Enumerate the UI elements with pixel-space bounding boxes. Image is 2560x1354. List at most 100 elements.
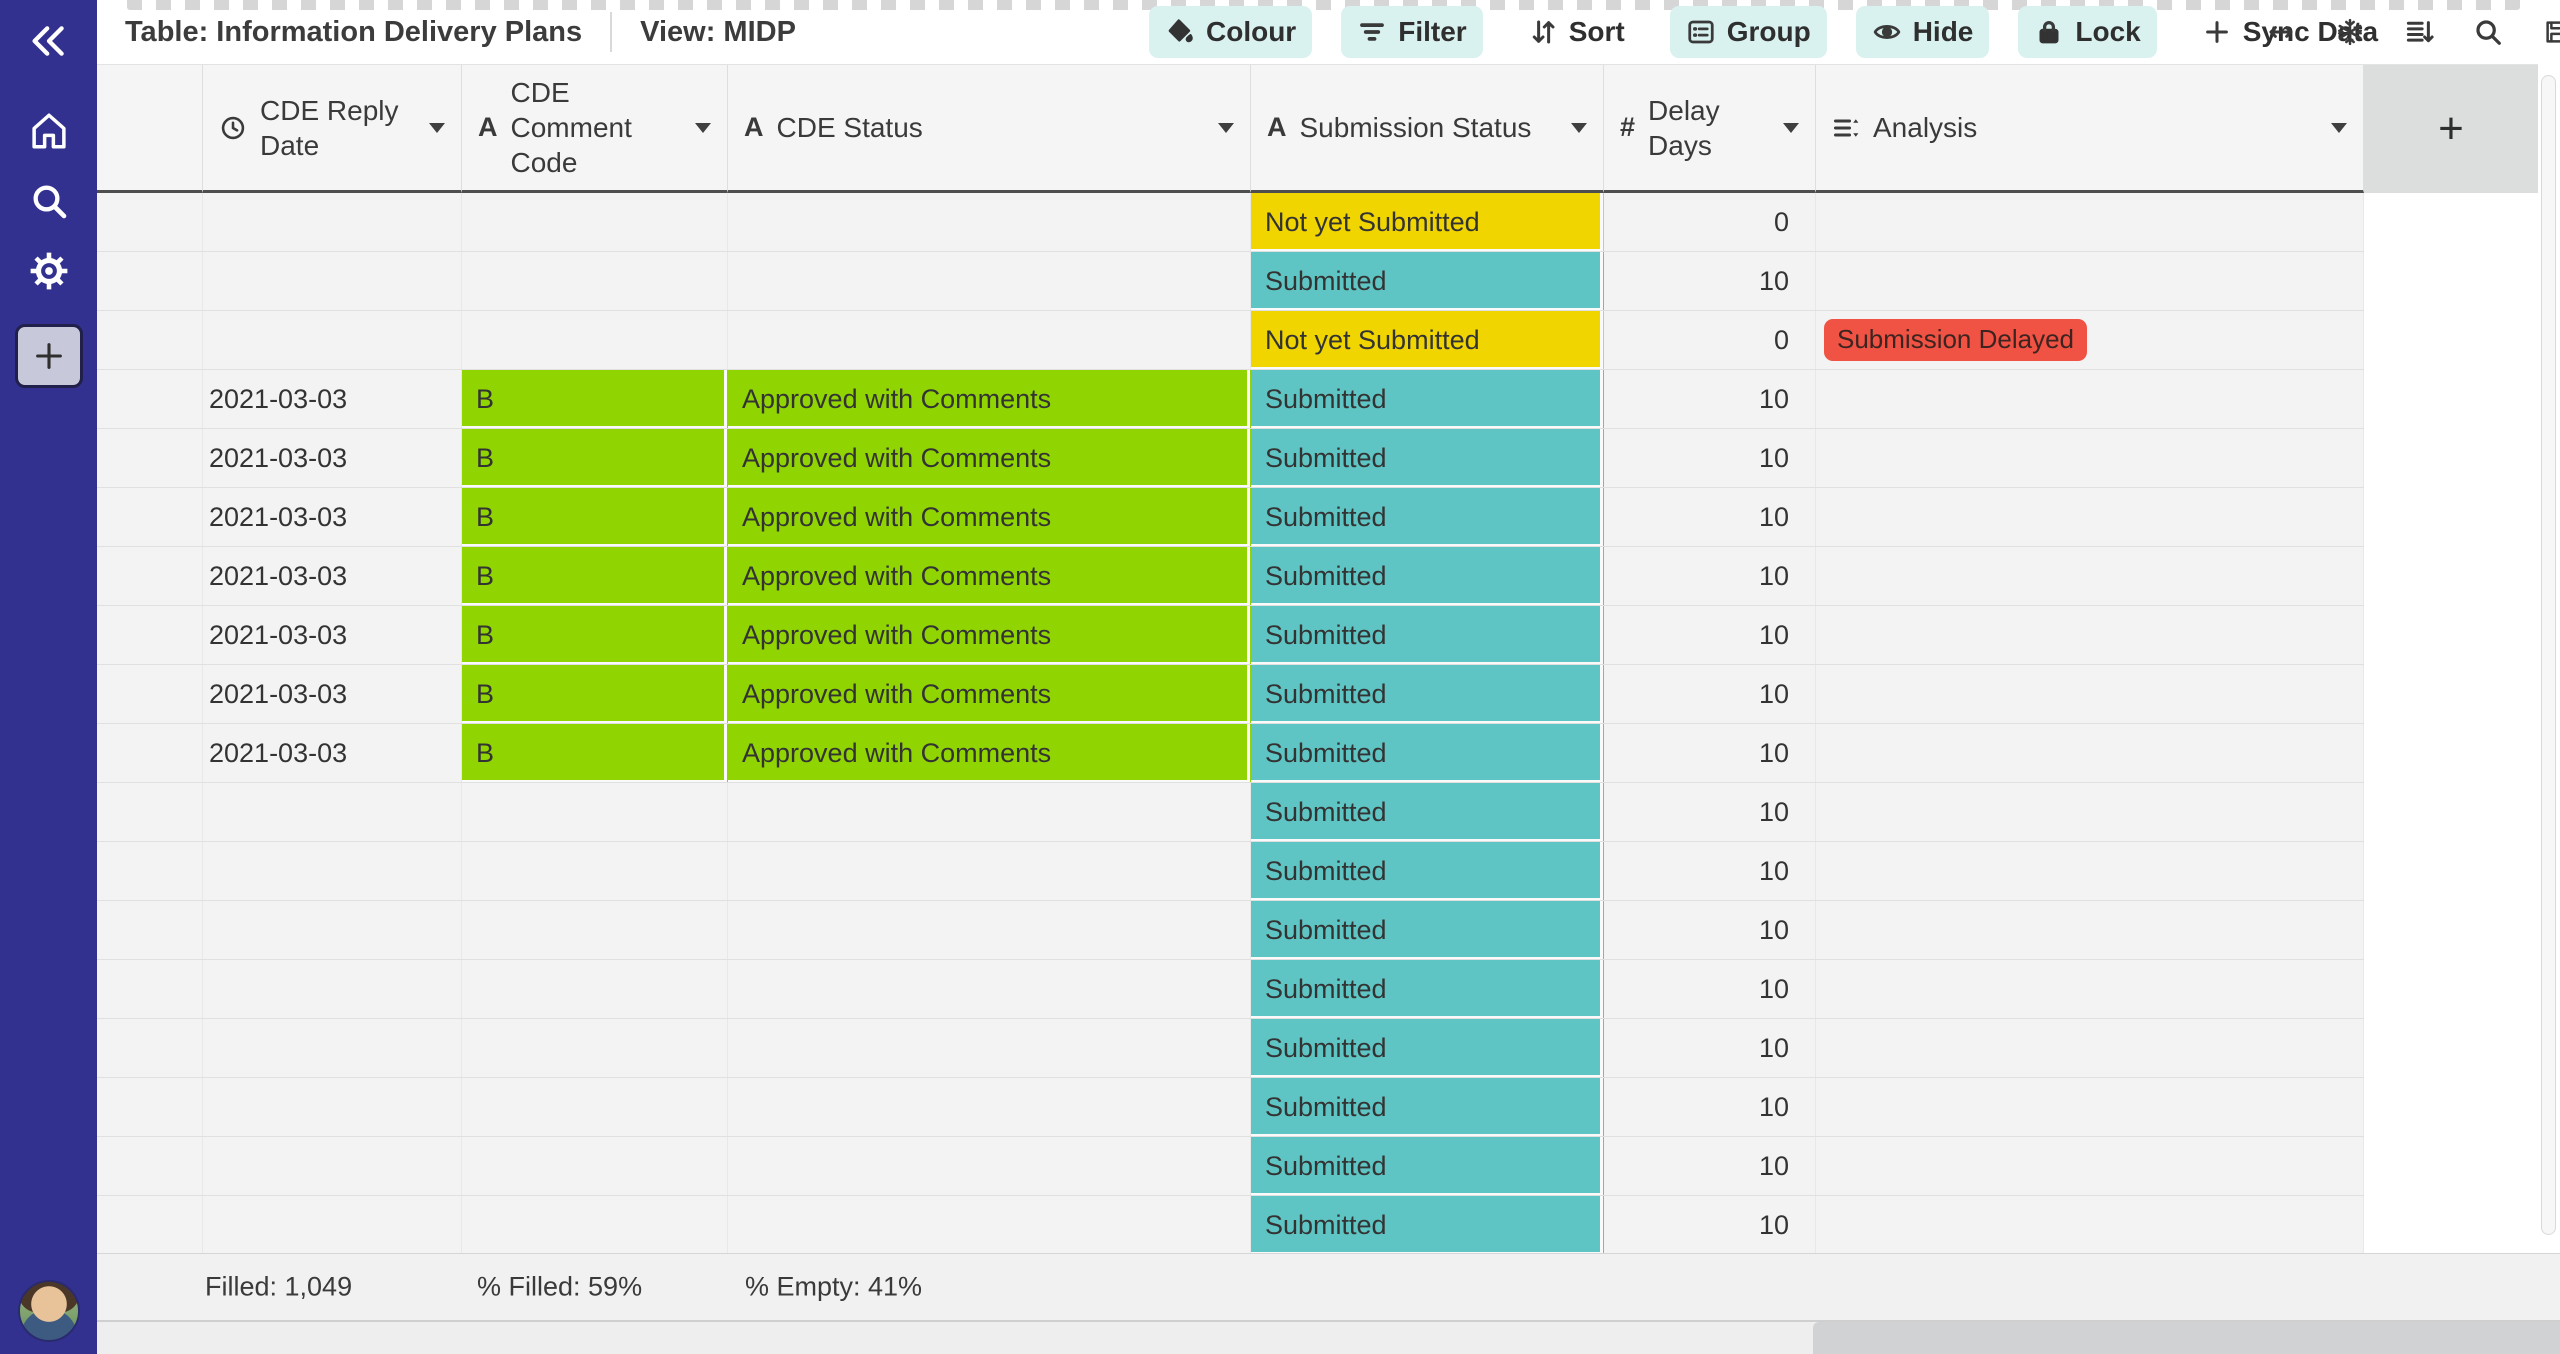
cell-date[interactable] bbox=[203, 311, 462, 369]
cell-cde-status[interactable] bbox=[728, 193, 1251, 251]
cell-date[interactable]: 2021-03-03 bbox=[203, 665, 462, 723]
cell-cde-status[interactable]: Approved with Comments bbox=[728, 665, 1251, 723]
cell-submission-status[interactable]: Submitted bbox=[1251, 901, 1604, 959]
row-gutter[interactable] bbox=[97, 783, 203, 841]
cell-cde-status[interactable]: Approved with Comments bbox=[728, 429, 1251, 487]
column-header-status[interactable]: A CDE Status bbox=[728, 65, 1251, 193]
group-button[interactable]: Group bbox=[1669, 6, 1827, 58]
cell-analysis[interactable] bbox=[1816, 1196, 2364, 1253]
cell-date[interactable] bbox=[203, 1137, 462, 1195]
cell-date[interactable] bbox=[203, 1196, 462, 1253]
cell-date[interactable] bbox=[203, 901, 462, 959]
column-header-analysis[interactable]: Analysis bbox=[1816, 65, 2364, 193]
cell-delay-days[interactable]: 10 bbox=[1604, 901, 1816, 959]
cell-submission-status[interactable]: Submitted bbox=[1251, 842, 1604, 900]
cell-delay-days[interactable]: 10 bbox=[1604, 252, 1816, 310]
row-gutter[interactable] bbox=[97, 1137, 203, 1195]
row-gutter[interactable] bbox=[97, 488, 203, 546]
add-icon[interactable] bbox=[14, 324, 83, 388]
settings-icon[interactable] bbox=[0, 236, 97, 306]
cell-date[interactable] bbox=[203, 842, 462, 900]
cell-submission-status[interactable]: Submitted bbox=[1251, 1078, 1604, 1136]
cell-cde-status[interactable] bbox=[728, 1196, 1251, 1253]
cell-analysis[interactable] bbox=[1816, 252, 2364, 310]
cell-submission-status[interactable]: Submitted bbox=[1251, 252, 1604, 310]
cell-analysis[interactable] bbox=[1816, 547, 2364, 605]
row-gutter[interactable] bbox=[97, 1196, 203, 1253]
cell-delay-days[interactable]: 10 bbox=[1604, 1196, 1816, 1253]
cell-comment-code[interactable]: B bbox=[462, 488, 728, 546]
cell-comment-code[interactable] bbox=[462, 960, 728, 1018]
cell-delay-days[interactable]: 10 bbox=[1604, 488, 1816, 546]
cell-comment-code[interactable] bbox=[462, 193, 728, 251]
cell-cde-status[interactable]: Approved with Comments bbox=[728, 724, 1251, 782]
cell-cde-status[interactable]: Approved with Comments bbox=[728, 488, 1251, 546]
cell-submission-status[interactable]: Submitted bbox=[1251, 606, 1604, 664]
cell-submission-status[interactable]: Submitted bbox=[1251, 1019, 1604, 1077]
row-gutter[interactable] bbox=[97, 547, 203, 605]
cell-cde-status[interactable] bbox=[728, 960, 1251, 1018]
cell-analysis[interactable] bbox=[1816, 429, 2364, 487]
chevron-down-icon[interactable] bbox=[1783, 122, 1799, 133]
column-header-sub[interactable]: A Submission Status bbox=[1251, 65, 1604, 193]
sort-button[interactable]: Sort bbox=[1512, 6, 1641, 58]
cell-delay-days[interactable]: 10 bbox=[1604, 429, 1816, 487]
cell-cde-status[interactable]: Approved with Comments bbox=[728, 606, 1251, 664]
chevron-down-icon[interactable] bbox=[429, 122, 445, 133]
snowflake-freeze-icon[interactable] bbox=[2334, 16, 2366, 48]
cell-cde-status[interactable]: Approved with Comments bbox=[728, 547, 1251, 605]
cell-delay-days[interactable]: 10 bbox=[1604, 1078, 1816, 1136]
cell-delay-days[interactable]: 10 bbox=[1604, 724, 1816, 782]
row-gutter[interactable] bbox=[97, 842, 203, 900]
cell-date[interactable] bbox=[203, 252, 462, 310]
row-gutter[interactable] bbox=[97, 606, 203, 664]
cell-comment-code[interactable] bbox=[462, 783, 728, 841]
cell-analysis[interactable] bbox=[1816, 665, 2364, 723]
collapse-icon[interactable] bbox=[0, 6, 97, 76]
cell-submission-status[interactable]: Submitted bbox=[1251, 547, 1604, 605]
cell-comment-code[interactable]: B bbox=[462, 724, 728, 782]
lock-button[interactable]: Lock bbox=[2018, 6, 2157, 58]
filter-button[interactable]: Filter bbox=[1341, 6, 1483, 58]
row-gutter[interactable] bbox=[97, 665, 203, 723]
chevron-down-icon[interactable] bbox=[695, 122, 711, 133]
cell-submission-status[interactable]: Submitted bbox=[1251, 429, 1604, 487]
cell-submission-status[interactable]: Submitted bbox=[1251, 1137, 1604, 1195]
save-icon[interactable] bbox=[2541, 16, 2560, 48]
cell-analysis[interactable] bbox=[1816, 901, 2364, 959]
cell-date[interactable] bbox=[203, 1078, 462, 1136]
cell-delay-days[interactable]: 10 bbox=[1604, 842, 1816, 900]
cell-delay-days[interactable]: 10 bbox=[1604, 547, 1816, 605]
cell-date[interactable] bbox=[203, 1019, 462, 1077]
cell-date[interactable]: 2021-03-03 bbox=[203, 370, 462, 428]
cell-date[interactable]: 2021-03-03 bbox=[203, 547, 462, 605]
cell-submission-status[interactable]: Submitted bbox=[1251, 960, 1604, 1018]
cell-analysis[interactable] bbox=[1816, 606, 2364, 664]
cell-delay-days[interactable]: 10 bbox=[1604, 606, 1816, 664]
cell-date[interactable] bbox=[203, 193, 462, 251]
cell-cde-status[interactable] bbox=[728, 783, 1251, 841]
row-gutter[interactable] bbox=[97, 901, 203, 959]
cell-delay-days[interactable]: 10 bbox=[1604, 665, 1816, 723]
row-gutter[interactable] bbox=[97, 1078, 203, 1136]
cell-comment-code[interactable] bbox=[462, 842, 728, 900]
column-header-code[interactable]: A CDE Comment Code bbox=[462, 65, 728, 193]
cell-comment-code[interactable]: B bbox=[462, 429, 728, 487]
cell-submission-status[interactable]: Not yet Submitted bbox=[1251, 311, 1604, 369]
cell-comment-code[interactable]: B bbox=[462, 370, 728, 428]
cell-cde-status[interactable] bbox=[728, 1078, 1251, 1136]
cell-analysis[interactable] bbox=[1816, 1019, 2364, 1077]
row-gutter[interactable] bbox=[97, 311, 203, 369]
horizontal-scrollbar[interactable] bbox=[97, 1322, 2560, 1354]
cell-cde-status[interactable] bbox=[728, 1019, 1251, 1077]
cell-submission-status[interactable]: Submitted bbox=[1251, 783, 1604, 841]
cell-analysis[interactable] bbox=[1816, 724, 2364, 782]
cell-cde-status[interactable] bbox=[728, 842, 1251, 900]
gutter-header[interactable] bbox=[97, 65, 203, 193]
column-header-delay[interactable]: # Delay Days bbox=[1604, 65, 1816, 193]
expand-horizontal-icon[interactable] bbox=[2265, 16, 2297, 48]
cell-date[interactable]: 2021-03-03 bbox=[203, 488, 462, 546]
vertical-scrollbar-thumb[interactable] bbox=[2541, 75, 2556, 1235]
cell-comment-code[interactable] bbox=[462, 1078, 728, 1136]
hide-button[interactable]: Hide bbox=[1855, 6, 1990, 58]
